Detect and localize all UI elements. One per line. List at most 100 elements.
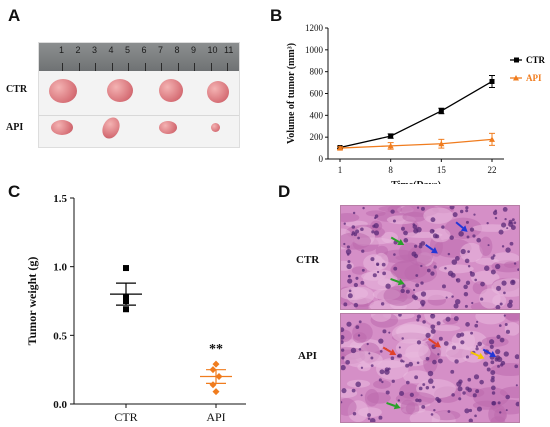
nucleus	[393, 266, 398, 271]
nucleus	[465, 280, 471, 285]
nucleus	[473, 213, 476, 216]
tissue-region	[430, 228, 451, 243]
nucleus	[496, 285, 502, 291]
nucleus	[348, 289, 352, 293]
nucleus	[345, 359, 350, 365]
nucleus	[462, 391, 466, 395]
nucleus	[501, 280, 507, 286]
tumor-api-4	[211, 123, 220, 132]
photo-row-label-api: API	[6, 122, 24, 133]
panel-letter-b: B	[270, 6, 283, 25]
nucleus	[458, 231, 464, 237]
nucleus	[374, 214, 379, 218]
tumor-photo: 1 2 3 4 5 6 7 8 9 10 11	[38, 42, 240, 148]
nucleus	[370, 257, 375, 262]
nucleus	[456, 381, 462, 387]
nucleus	[454, 256, 460, 261]
nucleus	[441, 225, 445, 229]
nucleus	[511, 218, 515, 222]
nucleus	[479, 379, 484, 385]
panel-letter-c: C	[8, 182, 21, 201]
nucleus	[341, 364, 346, 371]
nucleus	[517, 268, 519, 271]
ruler-tick	[210, 63, 212, 71]
nucleus	[415, 398, 419, 403]
nucleus	[397, 399, 401, 402]
nucleus	[476, 320, 479, 323]
tissue-region	[351, 266, 368, 275]
data-point-api	[209, 381, 217, 389]
nucleus	[475, 347, 479, 351]
nucleus	[385, 390, 390, 395]
nucleus	[501, 222, 507, 228]
nucleus	[464, 258, 470, 264]
nucleus	[350, 347, 357, 354]
nucleus	[343, 242, 346, 246]
ruler-tick	[111, 63, 113, 71]
nucleus	[405, 289, 410, 294]
nucleus	[491, 375, 495, 380]
ruler-tick	[62, 63, 63, 71]
nucleus	[432, 229, 435, 233]
nucleus	[358, 347, 362, 351]
nucleus	[465, 209, 469, 213]
nucleus	[483, 361, 489, 367]
nucleus	[420, 299, 426, 306]
nucleus	[506, 227, 509, 230]
nucleus	[460, 340, 465, 345]
nucleus	[425, 356, 430, 361]
tissue-region	[479, 236, 493, 257]
nucleus	[494, 216, 498, 220]
nucleus	[341, 327, 345, 333]
nucleus	[480, 297, 484, 301]
nucleus	[360, 227, 364, 232]
ruler-number: 6	[141, 45, 147, 55]
annotation-arrow	[425, 244, 438, 254]
y-tick-label: 0.5	[53, 330, 67, 342]
nucleus	[490, 256, 495, 260]
nucleus	[366, 342, 369, 346]
nucleus	[465, 206, 469, 210]
nucleus	[341, 335, 345, 340]
nucleus	[450, 369, 455, 374]
nucleus	[450, 272, 456, 278]
arrow-head	[397, 278, 405, 286]
nucleus	[458, 397, 462, 401]
nucleus	[398, 314, 402, 317]
nucleus	[492, 210, 498, 216]
nucleus	[376, 270, 380, 274]
nucleus	[347, 293, 353, 299]
nucleus	[451, 259, 458, 265]
nucleus	[416, 314, 422, 319]
nucleus	[355, 381, 362, 388]
nucleus	[472, 393, 477, 398]
tissue-region	[459, 242, 483, 263]
nucleus	[378, 338, 384, 344]
nucleus	[490, 360, 495, 365]
data-point-ctr	[123, 306, 129, 313]
nucleus	[480, 281, 485, 287]
ruler-tick	[227, 63, 228, 71]
x-tick-label: 15	[437, 165, 447, 175]
nucleus	[353, 282, 358, 288]
nucleus	[347, 260, 351, 264]
nucleus	[416, 318, 420, 322]
ruler-tick	[161, 63, 162, 71]
nucleus	[387, 367, 391, 371]
nucleus	[390, 209, 395, 214]
nucleus	[437, 399, 441, 403]
nucleus	[474, 414, 477, 418]
nucleus	[399, 390, 405, 397]
data-point-api	[438, 140, 445, 147]
tumor-ctr-3	[159, 79, 183, 102]
y-tick-label: 200	[310, 132, 324, 142]
nucleus	[414, 244, 418, 248]
legend-label-ctr: CTR	[526, 55, 546, 65]
nucleus	[355, 276, 359, 280]
arrow-head	[477, 352, 485, 360]
tissue-region	[373, 379, 391, 389]
tissue-region	[503, 314, 519, 321]
nucleus	[353, 302, 359, 308]
y-tick-label: 400	[310, 110, 324, 120]
nucleus	[413, 253, 419, 259]
